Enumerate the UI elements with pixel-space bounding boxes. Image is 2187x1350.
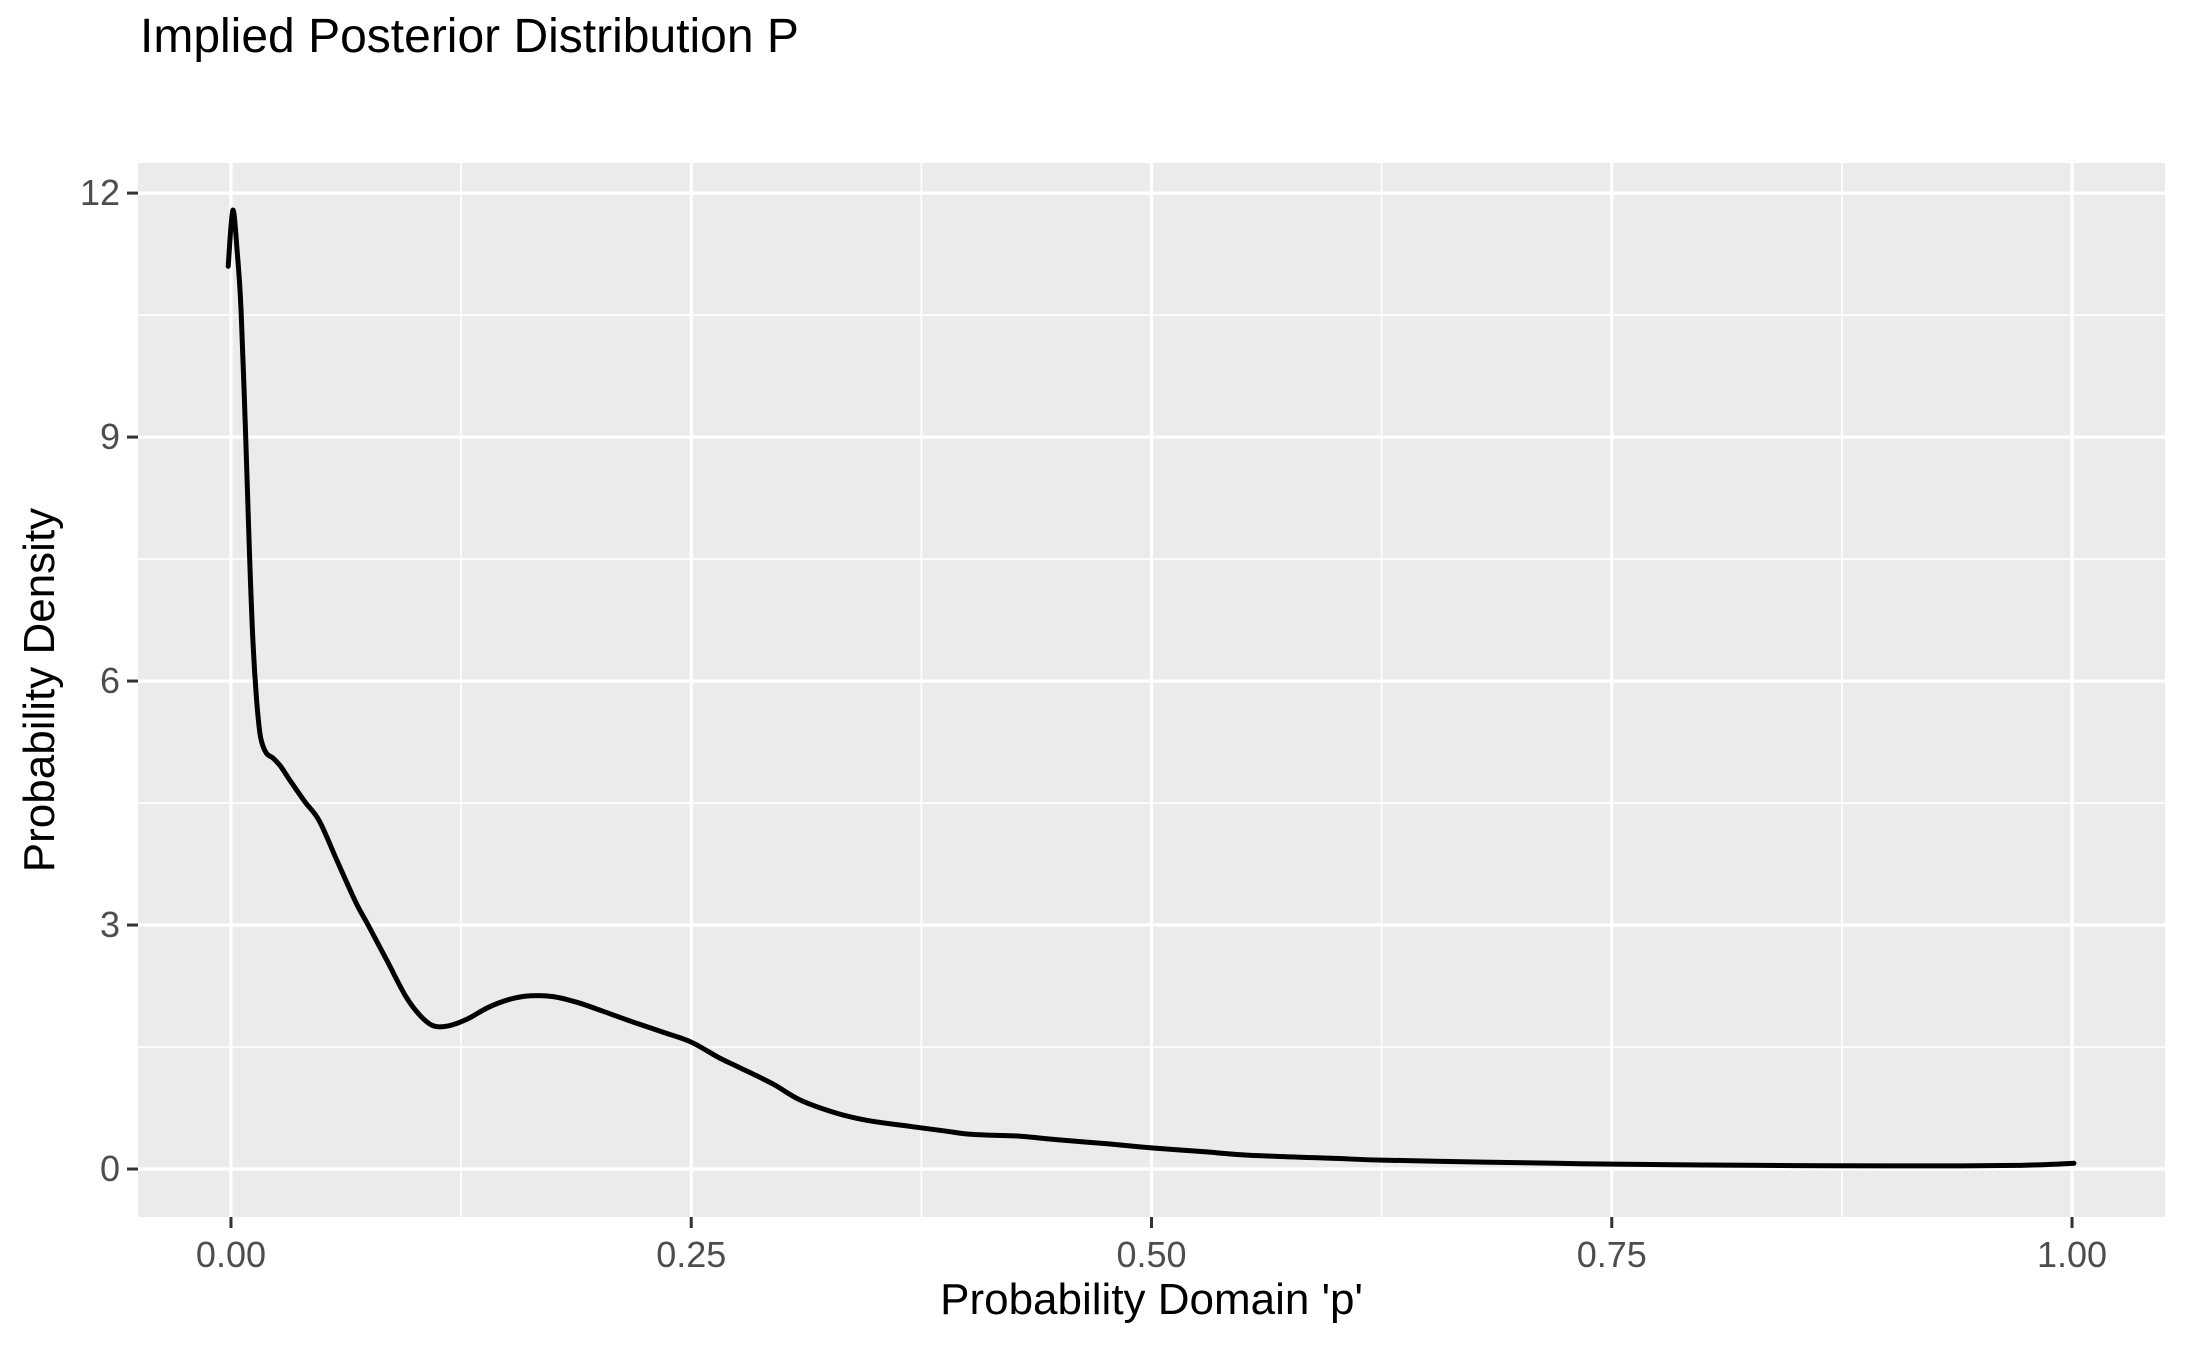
x-tick-label: 0.50 [1116, 1234, 1187, 1275]
x-axis-title: Probability Domain 'p' [940, 1275, 1363, 1324]
y-tick-label: 3 [99, 904, 120, 946]
y-tick-label: 12 [79, 172, 120, 214]
y-tick-label: 6 [99, 660, 120, 702]
x-tick-label: 0.25 [656, 1234, 727, 1275]
density-curve [225, 207, 2077, 1169]
plot-title: Implied Posterior Distribution P [140, 10, 799, 63]
y-tick-label: 0 [99, 1148, 120, 1190]
y-axis-title: Probability Density [15, 507, 64, 873]
x-tick-label: 0.75 [1576, 1234, 1647, 1275]
x-tick-label: 1.00 [2036, 1234, 2108, 1275]
y-tick-label: 9 [99, 416, 120, 458]
x-tick-label: 0.00 [195, 1234, 266, 1275]
